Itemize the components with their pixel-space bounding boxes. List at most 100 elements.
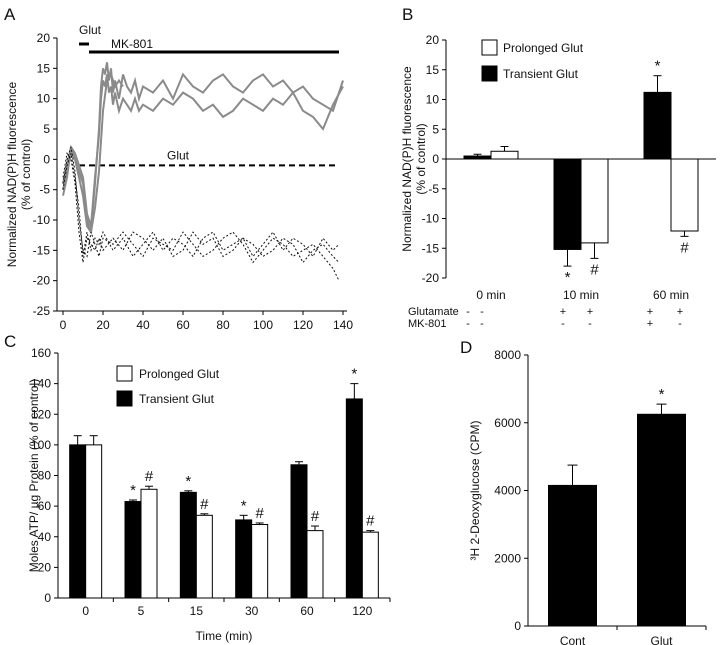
- legend-swatch: [481, 65, 498, 82]
- bar: [140, 488, 158, 599]
- y-tick-label: -20: [422, 271, 440, 285]
- condition-row-label: Glutamate: [408, 306, 459, 318]
- y-tick-label: -20: [33, 274, 51, 288]
- bar: [179, 491, 197, 599]
- y-tick-label: -25: [33, 304, 51, 318]
- category-label: Cont: [560, 634, 586, 645]
- category-label: 60 min: [653, 288, 689, 302]
- legend-label: Prolonged Glut: [503, 41, 584, 55]
- y-axis-label: Normalized NAD(P)H fluorescence(% of con…: [5, 81, 33, 267]
- x-tick-label: 20: [96, 318, 110, 332]
- y-tick-label: -5: [428, 182, 439, 196]
- y-axis-label-line: (% of control): [414, 123, 428, 194]
- legend-label: Transient Glut: [503, 67, 579, 81]
- category-label: 120: [352, 604, 372, 618]
- significance-mark: #: [366, 513, 375, 530]
- bar: [670, 158, 699, 232]
- y-tick-label: 10: [37, 92, 51, 106]
- x-tick-label: 120: [293, 318, 313, 332]
- significance-mark: *: [659, 386, 665, 403]
- y-axis-label-line: (% of control): [19, 139, 33, 210]
- y-tick-label: 15: [37, 61, 51, 75]
- x-tick-label: 100: [253, 318, 273, 332]
- y-tick-label: 2000: [494, 551, 521, 565]
- significance-mark: *: [241, 497, 247, 514]
- y-tick-label: 0: [432, 152, 439, 166]
- panel-b-bar-chart: 20 15 10 5 0 -5 -10 -15 -20 0 min 10 min * #60 min * #…: [400, 33, 716, 330]
- significance-mark: *: [130, 482, 136, 499]
- legend-swatch: [481, 39, 498, 56]
- y-tick-label: -10: [33, 213, 51, 227]
- bar: [345, 398, 363, 599]
- bar: [548, 484, 597, 627]
- x-tick-label: 60: [176, 318, 190, 332]
- bar: [637, 413, 686, 627]
- trace-line-5: [62, 147, 340, 281]
- y-tick-label: 0: [44, 591, 51, 605]
- y-axis-label-line: Normalized NAD(P)H fluorescence: [400, 66, 414, 252]
- y-tick-label: 15: [426, 63, 440, 77]
- y-tick-label: 140: [31, 377, 51, 391]
- condition-row-label: MK-801: [408, 318, 447, 330]
- trace-line-2: [62, 74, 344, 227]
- significance-mark: #: [590, 261, 599, 278]
- y-tick-label: 120: [31, 407, 51, 421]
- bar: [490, 150, 519, 160]
- y-tick-label: 40: [38, 530, 52, 544]
- condition-value: +: [647, 318, 653, 330]
- panel-a-line-chart: 20 15 10 5 0 -5 -10 -15 -20 -25 0 20 40 60 80 100 120 140…: [5, 23, 353, 332]
- legend-swatch: [116, 365, 133, 382]
- bar: [463, 155, 492, 160]
- bar: [580, 158, 609, 244]
- y-tick-label: -15: [33, 243, 51, 257]
- x-tick-label: 140: [333, 318, 353, 332]
- panel-label-b: B: [402, 5, 413, 24]
- y-tick-label: 20: [38, 560, 52, 574]
- condition-value: -: [466, 318, 470, 330]
- bar: [251, 524, 269, 599]
- bar: [643, 91, 672, 160]
- bar: [553, 158, 582, 250]
- x-tick-label: 40: [136, 318, 150, 332]
- panel-label-a: A: [4, 5, 16, 24]
- condition-value: -: [561, 318, 565, 330]
- y-tick-label: 6000: [494, 416, 521, 430]
- mk801-bar-label: MK-801: [111, 37, 153, 51]
- bar: [361, 531, 379, 599]
- condition-value: +: [647, 306, 653, 318]
- y-tick-label: 20: [37, 31, 51, 45]
- condition-value: -: [480, 318, 484, 330]
- bar: [124, 501, 142, 599]
- category-label: 0 min: [476, 288, 505, 302]
- significance-mark: #: [680, 239, 689, 256]
- category-label: 60: [300, 604, 314, 618]
- y-tick-label: -15: [422, 241, 440, 255]
- panel-label-c: C: [4, 332, 16, 351]
- trace-line-1: [62, 62, 344, 233]
- category-label: 30: [245, 604, 259, 618]
- y-tick-label: 5: [43, 122, 50, 136]
- y-axis-label: ³H 2-Deoxyglucose (CPM): [468, 420, 482, 560]
- x-tick-label: 80: [216, 318, 230, 332]
- y-tick-label: 100: [31, 438, 51, 452]
- significance-mark: #: [311, 508, 320, 525]
- legend-label: Transient Glut: [139, 392, 215, 406]
- significance-mark: *: [351, 366, 357, 383]
- y-axis-label: Normalized NAD(P)H fluorescence(% of con…: [400, 66, 428, 252]
- y-axis-label: Moles ATP/ µg Protein (% of control): [27, 379, 41, 572]
- bar: [85, 444, 103, 599]
- category-label: Glut: [650, 634, 673, 645]
- category-label: 15: [190, 604, 204, 618]
- glut-bar-label: Glut: [79, 23, 102, 37]
- condition-value: -: [480, 306, 484, 318]
- bar: [69, 444, 87, 599]
- trace-line-3: [62, 72, 124, 235]
- significance-mark: *: [565, 269, 571, 286]
- y-tick-label: 10: [426, 93, 440, 107]
- legend-swatch: [116, 390, 133, 407]
- condition-value: +: [560, 306, 566, 318]
- bar: [235, 519, 253, 599]
- bar: [290, 464, 308, 599]
- x-axis-label: Time (min): [196, 629, 253, 643]
